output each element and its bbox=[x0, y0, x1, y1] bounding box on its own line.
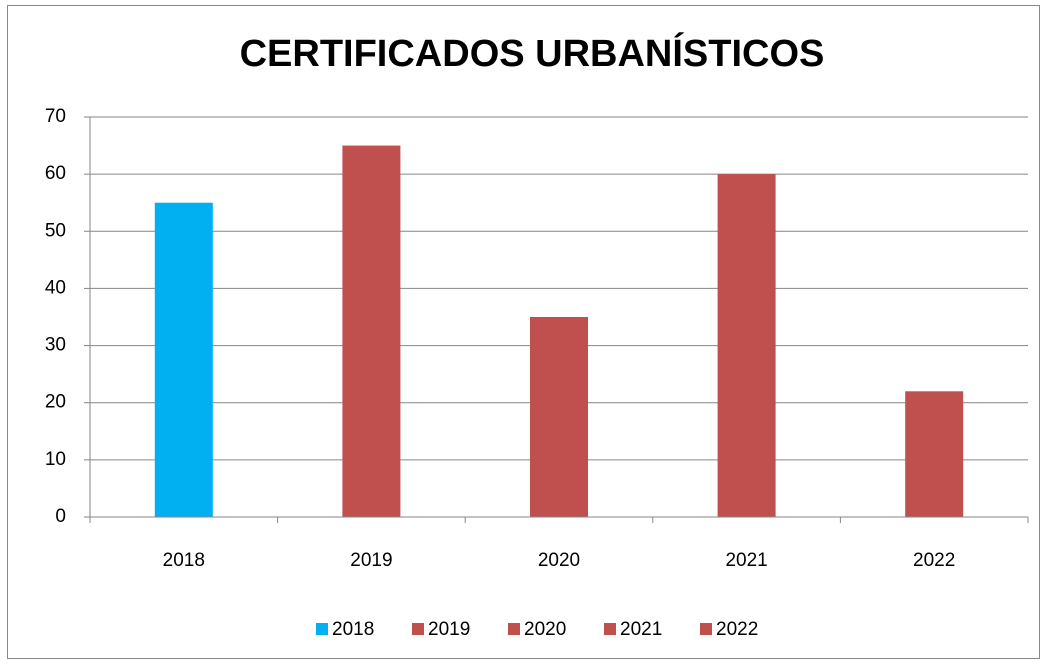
bar bbox=[154, 202, 213, 517]
chart-title: CERTIFICADOS URBANÍSTICOS bbox=[240, 31, 825, 75]
bar bbox=[905, 391, 964, 517]
x-tick-label: 2020 bbox=[538, 550, 580, 571]
x-tick-label: 2018 bbox=[163, 550, 205, 571]
legend-swatch bbox=[508, 623, 520, 635]
y-tick-label: 60 bbox=[45, 163, 66, 184]
bar bbox=[717, 174, 776, 517]
y-tick-label: 20 bbox=[45, 392, 66, 413]
legend-swatch bbox=[604, 623, 616, 635]
y-tick-label: 10 bbox=[45, 449, 66, 470]
bar bbox=[342, 145, 401, 518]
y-tick-label: 40 bbox=[45, 277, 66, 298]
legend-swatch bbox=[412, 623, 424, 635]
legend-label: 2020 bbox=[524, 619, 566, 640]
y-tick-label: 0 bbox=[55, 506, 66, 527]
y-tick-label: 70 bbox=[45, 106, 66, 127]
y-tick-label: 50 bbox=[45, 220, 66, 241]
x-tick-label: 2022 bbox=[913, 550, 955, 571]
legend-swatch bbox=[316, 623, 328, 635]
x-tick-label: 2021 bbox=[725, 550, 767, 571]
legend-label: 2022 bbox=[716, 619, 758, 640]
bar bbox=[530, 317, 588, 517]
x-tick-label: 2019 bbox=[350, 550, 392, 571]
legend-label: 2021 bbox=[620, 619, 662, 640]
legend-swatch bbox=[700, 623, 712, 635]
legend-label: 2019 bbox=[428, 619, 470, 640]
y-tick-label: 30 bbox=[45, 335, 66, 356]
legend-label: 2018 bbox=[332, 619, 374, 640]
